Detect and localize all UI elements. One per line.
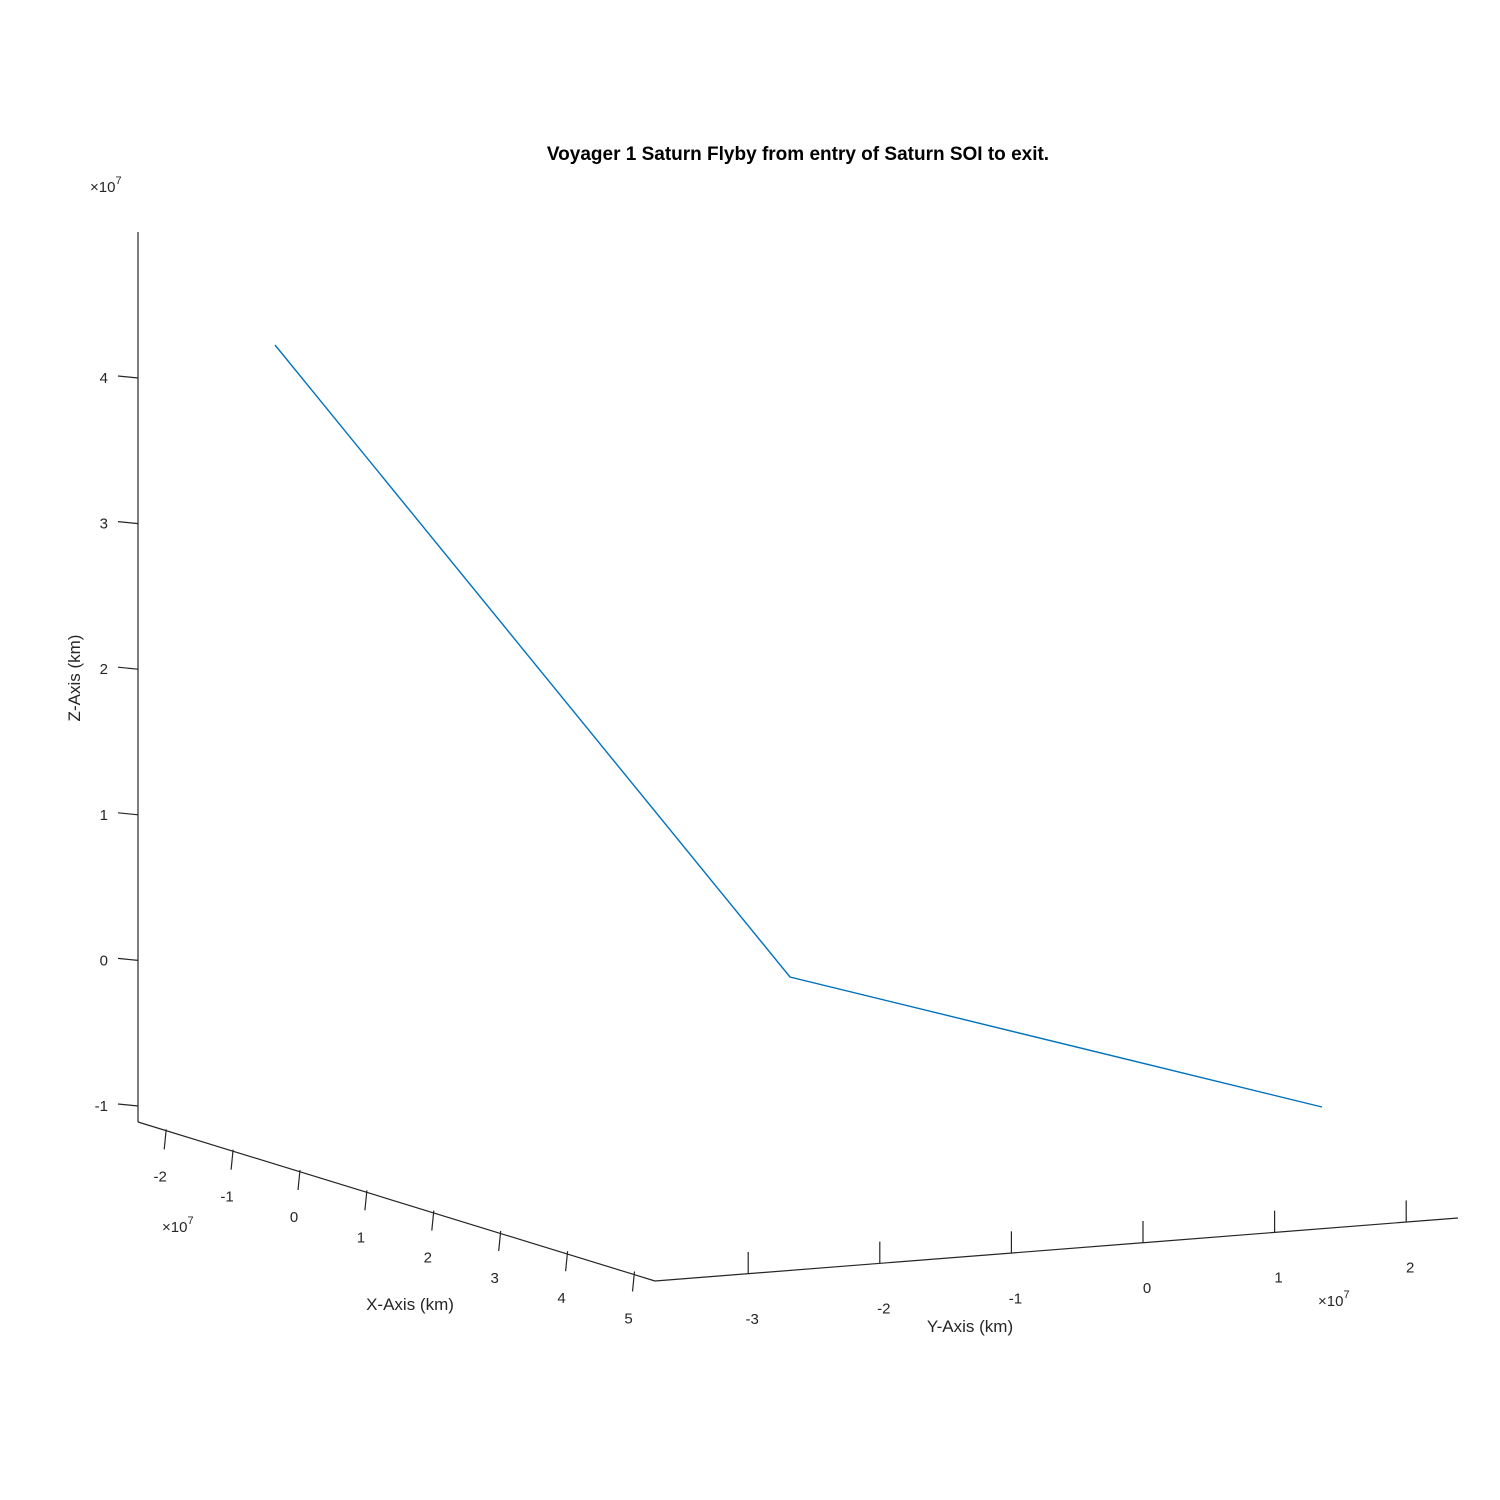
y-axis-ticks: -3 -2 -1 0 1 2 [746,1200,1414,1328]
y-tick-label: 1 [1274,1270,1282,1287]
x-tick-mark [163,1129,167,1150]
z-axis-label: Z-Axis (km) [65,635,84,722]
z-axis-ticks: -1 0 1 2 3 4 [95,370,139,1115]
x-tick-label: 5 [624,1311,632,1328]
x-tick-label: 2 [424,1250,432,1267]
chart-title: Voyager 1 Saturn Flyby from entry of Sat… [547,144,1049,165]
z-axis-exponent: ×107 [90,175,122,196]
y-tick-label: 0 [1143,1280,1151,1297]
z-tick-label: -1 [95,1098,108,1115]
y-tick-label: 2 [1406,1259,1414,1276]
x-axis-line [137,1121,656,1282]
y-tick-label: -3 [746,1311,759,1328]
z-tick-mark [117,666,139,670]
x-tick-label: 3 [491,1270,499,1287]
z-tick-label: 2 [100,661,108,678]
x-tick-label: -1 [220,1189,233,1206]
x-tick-mark [565,1251,569,1272]
z-tick-mark [117,957,139,961]
y-tick-label: -1 [1009,1290,1022,1307]
z-axis: -1 0 1 2 3 4 ×107 Z-Axis (km) [65,175,139,1122]
x-axis-ticks: -2 -1 0 1 2 3 4 5 [154,1129,636,1328]
x-tick-label: 1 [357,1229,365,1246]
trajectory-line [274,344,1323,1108]
x-tick-mark [230,1149,234,1170]
x-tick-mark [631,1271,636,1292]
y-tick-label: -2 [877,1301,890,1318]
x-tick-label: 0 [290,1209,298,1226]
x-axis: -2 -1 0 1 2 3 4 5 ×107 X-Axis (km) [137,1121,656,1328]
x-tick-mark [297,1169,301,1191]
x-tick-mark [498,1230,502,1251]
x-axis-label: X-Axis (km) [366,1295,454,1314]
x-tick-mark [364,1190,368,1211]
x-axis-exponent: ×107 [162,1215,194,1236]
x-tick-mark [431,1210,435,1231]
z-tick-label: 3 [100,516,108,533]
x-tick-label: -2 [154,1168,167,1185]
z-tick-label: 0 [100,952,108,969]
z-tick-mark [117,375,139,379]
plot-series [274,344,1323,1108]
y-axis-line [654,1217,1459,1282]
y-axis-exponent: ×107 [1318,1289,1350,1310]
x-tick-label: 4 [557,1290,565,1307]
z-tick-label: 1 [100,807,108,824]
z-tick-mark [117,1103,139,1107]
z-tick-mark [117,812,139,816]
y-axis: -3 -2 -1 0 1 2 ×107 Y-Axis (km) [654,1200,1459,1336]
z-tick-label: 4 [100,370,108,387]
y-axis-label: Y-Axis (km) [927,1317,1013,1336]
z-tick-mark [117,521,139,525]
